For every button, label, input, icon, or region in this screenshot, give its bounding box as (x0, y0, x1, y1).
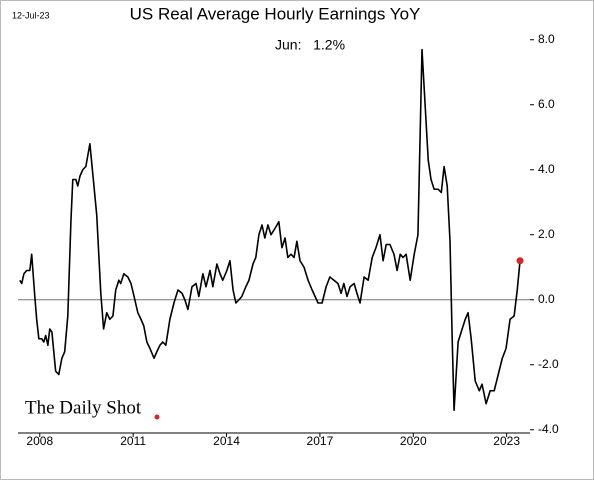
x-tick-label: 2023 (493, 434, 520, 448)
y-tick-label: 2.0 (538, 227, 555, 241)
x-tick-label: 2011 (120, 434, 146, 448)
last-point (516, 257, 524, 265)
annotation: Jun: 1.2% (275, 37, 345, 53)
source-logo: The Daily Shot (25, 397, 142, 418)
x-tick-label: 2008 (26, 434, 53, 448)
x-tick-label: 2020 (400, 434, 427, 448)
y-tick-label: 6.0 (538, 97, 555, 111)
logo-dot (154, 414, 160, 420)
x-tick-label: 2017 (307, 434, 334, 448)
y-tick-label: 4.0 (538, 162, 555, 176)
chart-title: US Real Average Hourly Earnings YoY (130, 4, 421, 23)
y-tick-label: -2.0 (538, 357, 559, 371)
y-tick-label: 8.0 (538, 32, 555, 46)
line-series (19, 48, 521, 412)
date-label: 12-Jul-23 (12, 10, 50, 20)
y-tick-label: 0.0 (538, 292, 555, 306)
x-tick-label: 2014 (213, 434, 240, 448)
y-tick-label: -4.0 (538, 422, 559, 436)
